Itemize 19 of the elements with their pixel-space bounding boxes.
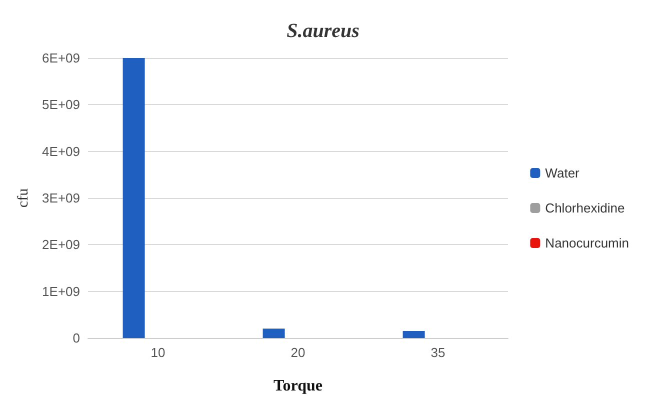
y-tick-label: 6E+09 [42, 50, 80, 66]
x-tick-label: 10 [150, 345, 166, 360]
y-tick-label: 1E+09 [42, 284, 80, 299]
y-tick-label: 5E+09 [42, 97, 80, 112]
x-tick-label: 35 [430, 345, 446, 360]
y-tick-label: 0 [72, 330, 80, 346]
x-tick-label: 20 [290, 345, 306, 360]
legend-label: Water [545, 166, 580, 180]
y-tick-label: 3E+09 [42, 190, 80, 206]
legend-label: Nanocurcumin [545, 236, 630, 250]
bar [122, 58, 145, 338]
y-axis-title: cfu [16, 188, 32, 208]
y-tick-label: 4E+09 [42, 144, 80, 159]
bar [262, 328, 285, 338]
bar [402, 331, 425, 338]
x-axis-title: Torque [274, 378, 322, 394]
legend-label: Chlorhexidine [545, 200, 625, 216]
chart-title: S.aureus [286, 20, 360, 42]
y-tick-label: 2E+09 [42, 237, 80, 252]
